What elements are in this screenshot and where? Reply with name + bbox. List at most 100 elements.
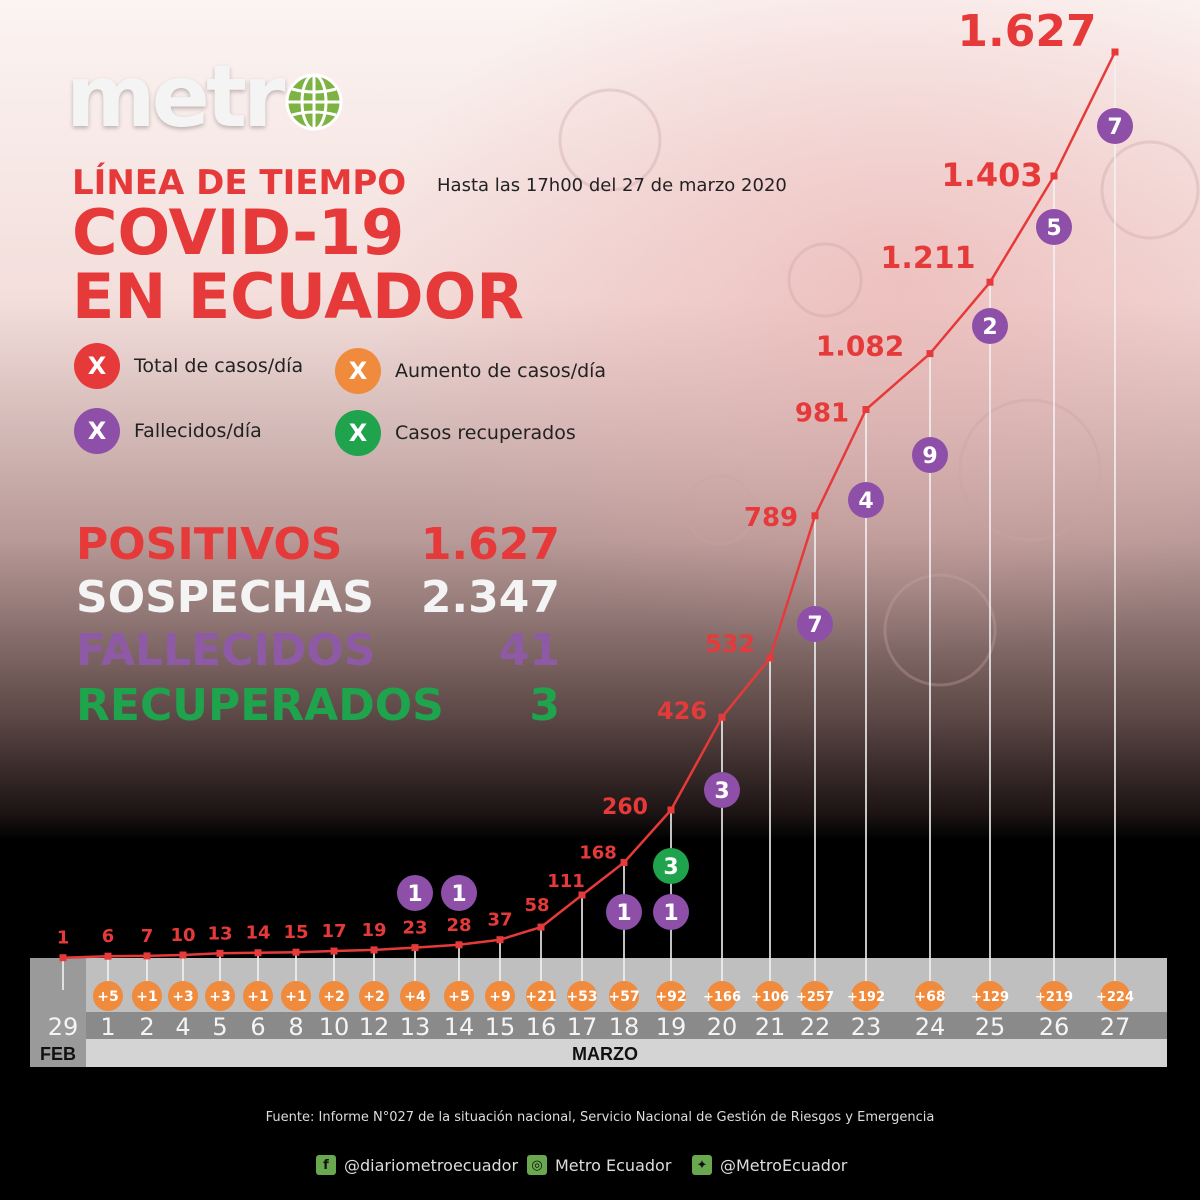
stat-value: 41 (498, 625, 560, 676)
metro-logo: metr (66, 52, 345, 142)
increase-label: +4 (404, 989, 426, 1005)
increase-label: +3 (209, 989, 230, 1005)
death-count: 7 (807, 613, 822, 638)
legend-total-label: Total de casos/día (134, 355, 304, 377)
death-count: 2 (982, 315, 997, 340)
data-point (766, 654, 774, 662)
increase-label: +5 (448, 989, 469, 1005)
legend-total: X Total de casos/día (74, 343, 303, 389)
recovered-marker (653, 848, 689, 884)
social-twitter[interactable]: ✦ @MetroEcuador (692, 1155, 847, 1175)
value-label: 10 (170, 925, 195, 946)
increase-label: +129 (971, 990, 1009, 1005)
increase-badge (800, 981, 830, 1011)
increase-label: +106 (751, 990, 789, 1005)
date-label: 19 (656, 1013, 687, 1041)
data-point (578, 891, 586, 899)
virus-decoration (558, 88, 1200, 687)
stat-positivos: POSITIVOS 1.627 (76, 523, 560, 567)
death-marker (848, 482, 884, 518)
increase-label: +57 (608, 989, 639, 1005)
recovered-count: 3 (663, 855, 678, 880)
increase-label: +2 (323, 989, 344, 1005)
value-label: 7 (141, 926, 154, 947)
data-point (455, 941, 463, 949)
date-label: 29 (48, 1013, 79, 1041)
death-count: 4 (858, 489, 873, 514)
social-handle: Metro Ecuador (555, 1155, 672, 1175)
increase-label: +192 (847, 990, 885, 1005)
increase-badge (975, 981, 1005, 1011)
legend-recovered-label: Casos recuperados (395, 422, 576, 444)
data-point (667, 806, 675, 814)
data-point (292, 948, 300, 956)
increase-badge (1039, 981, 1069, 1011)
date-label: 12 (359, 1013, 390, 1041)
date-label: 17 (567, 1013, 598, 1041)
death-count: 3 (714, 779, 729, 804)
twitter-icon: ✦ (692, 1155, 712, 1175)
value-label: 17 (321, 921, 346, 942)
date-label: 21 (755, 1013, 786, 1041)
stat-label: RECUPERADOS (76, 680, 444, 731)
data-point (370, 946, 378, 954)
increase-badge (359, 981, 389, 1011)
value-label: 1 (57, 928, 70, 949)
social-instagram[interactable]: ◎ Metro Ecuador (527, 1155, 671, 1175)
death-marker (653, 894, 689, 930)
data-point (537, 923, 545, 931)
increase-label: +92 (655, 989, 686, 1005)
value-label: 37 (487, 910, 512, 931)
increase-label: +224 (1096, 990, 1134, 1005)
date-label: 26 (1039, 1013, 1070, 1041)
date-label: 24 (915, 1013, 946, 1041)
value-label: 111 (547, 871, 585, 892)
data-point (811, 512, 819, 520)
date-label: 2 (139, 1013, 154, 1041)
value-label: 532 (705, 630, 755, 658)
increase-badge (205, 981, 235, 1011)
increase-badge (526, 981, 556, 1011)
death-marker (1097, 108, 1133, 144)
increase-badge (243, 981, 273, 1011)
data-point (496, 936, 504, 944)
increase-badge (281, 981, 311, 1011)
legend-deaths: X Fallecidos/día (74, 408, 262, 454)
increase-badge (168, 981, 198, 1011)
increase-badge (707, 981, 737, 1011)
increase-label: +1 (247, 989, 268, 1005)
legend-increase-label: Aumento de casos/día (395, 360, 607, 382)
title-line-2: EN ECUADOR (72, 260, 525, 333)
increase-badge (915, 981, 945, 1011)
increase-label: +257 (796, 990, 834, 1005)
value-label: 260 (602, 795, 648, 820)
stat-label: FALLECIDOS (76, 625, 376, 676)
social-facebook[interactable]: f @diariometroecuador (316, 1155, 518, 1175)
value-label: 28 (446, 915, 471, 936)
death-count: 9 (922, 444, 937, 469)
data-point (862, 406, 870, 414)
increase-label: +3 (172, 989, 193, 1005)
stat-sospechas: SOSPECHAS 2.347 (76, 576, 560, 620)
data-point (620, 858, 628, 866)
value-label: 19 (361, 920, 386, 941)
date-label: 4 (175, 1013, 190, 1041)
death-marker (441, 875, 477, 911)
data-point (59, 954, 67, 962)
data-point (254, 949, 262, 957)
legend-deaths-label: Fallecidos/día (134, 420, 262, 442)
increase-label: +9 (489, 989, 510, 1005)
data-point (718, 713, 726, 721)
increase-badge (755, 981, 785, 1011)
instagram-icon: ◎ (527, 1155, 547, 1175)
death-marker (606, 894, 642, 930)
date-label: 20 (707, 1013, 738, 1041)
increase-label: +166 (703, 990, 741, 1005)
legend-total-marker: X (74, 343, 120, 389)
data-point (986, 278, 994, 286)
date-label: 16 (526, 1013, 557, 1041)
total-cases-line (62, 51, 1117, 959)
value-label: 168 (579, 842, 617, 863)
death-count: 1 (407, 882, 422, 907)
date-label: 1 (100, 1013, 115, 1041)
